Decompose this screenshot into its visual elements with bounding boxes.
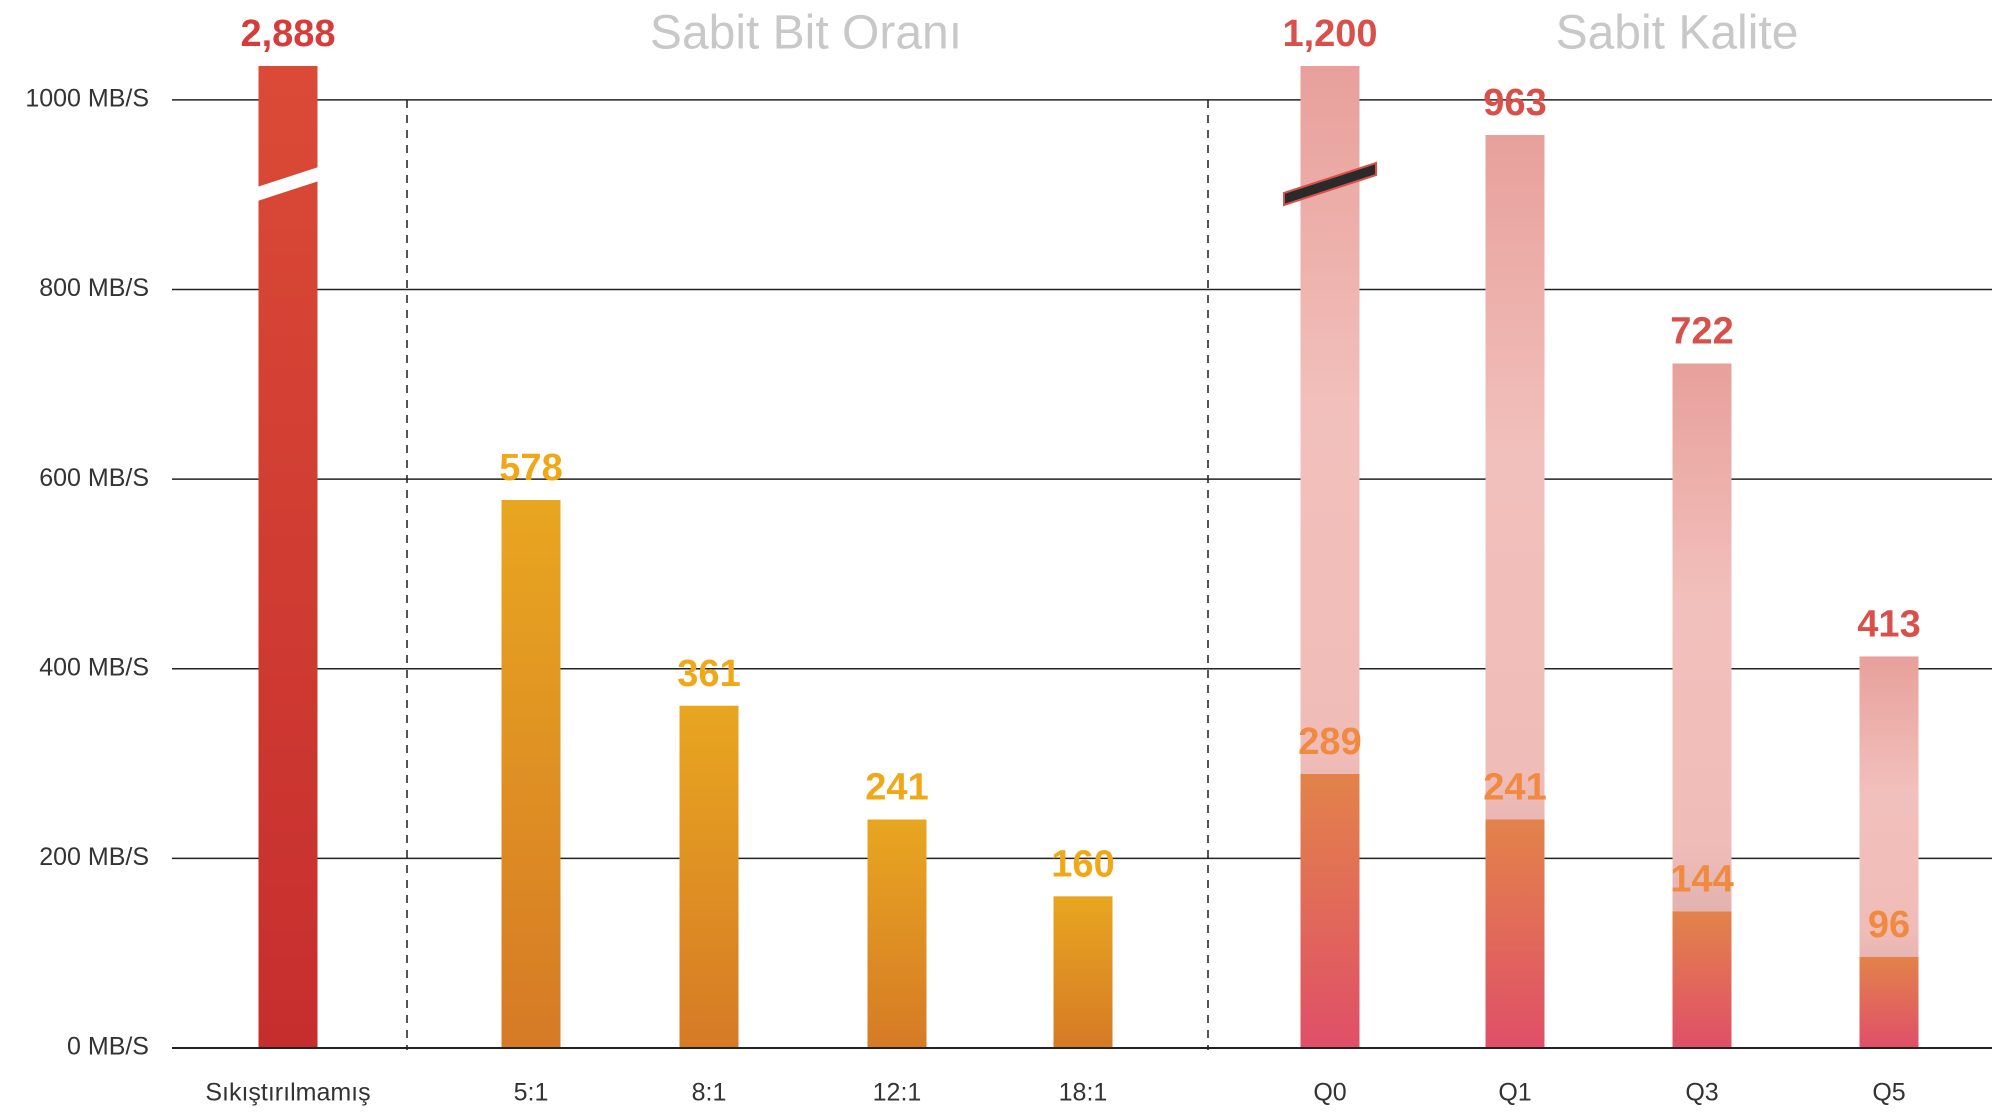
value-label: 722 (1670, 311, 1733, 353)
x-tick-label: 12:1 (873, 1079, 922, 1107)
bar (1672, 911, 1732, 1048)
value-label: 144 (1670, 859, 1733, 901)
value-label: 241 (1483, 767, 1546, 809)
bar (1859, 956, 1919, 1048)
bar (501, 500, 561, 1048)
x-tick-label: Q0 (1313, 1079, 1346, 1107)
value-label: 2,888 (240, 13, 335, 55)
bar (679, 705, 739, 1048)
value-label: 289 (1298, 721, 1361, 763)
x-tick-label: Q3 (1685, 1079, 1718, 1107)
bar (1053, 896, 1113, 1048)
bar (1485, 819, 1545, 1048)
y-tick-label: 400 MB/S (39, 653, 149, 681)
value-label: 963 (1483, 82, 1546, 124)
x-tick-label: Q1 (1498, 1079, 1531, 1107)
value-label: 241 (865, 767, 928, 809)
y-tick-label: 600 MB/S (39, 464, 149, 492)
value-label: 160 (1051, 843, 1114, 885)
value-label: 578 (499, 447, 562, 489)
value-label: 96 (1868, 904, 1910, 946)
value-label: 413 (1857, 603, 1920, 645)
y-tick-label: 0 MB/S (67, 1033, 149, 1061)
bar (867, 819, 927, 1048)
y-tick-label: 200 MB/S (39, 843, 149, 871)
x-tick-label: 5:1 (514, 1079, 549, 1107)
group-title: Sabit Bit Oranı (650, 7, 962, 60)
value-label: 1,200 (1282, 13, 1377, 55)
x-tick-label: 8:1 (692, 1079, 727, 1107)
group-title: Sabit Kalite (1556, 7, 1799, 60)
bar (258, 66, 318, 1048)
x-tick-label: Sıkıştırılmamış (205, 1079, 370, 1107)
y-tick-label: 1000 MB/S (25, 85, 149, 113)
bar (1300, 774, 1360, 1048)
axis-break (241, 161, 335, 207)
x-tick-label: Q5 (1872, 1079, 1905, 1107)
value-label: 361 (677, 653, 740, 695)
y-tick-label: 800 MB/S (39, 274, 149, 302)
axis-break (1283, 161, 1377, 207)
x-tick-label: 18:1 (1059, 1079, 1108, 1107)
